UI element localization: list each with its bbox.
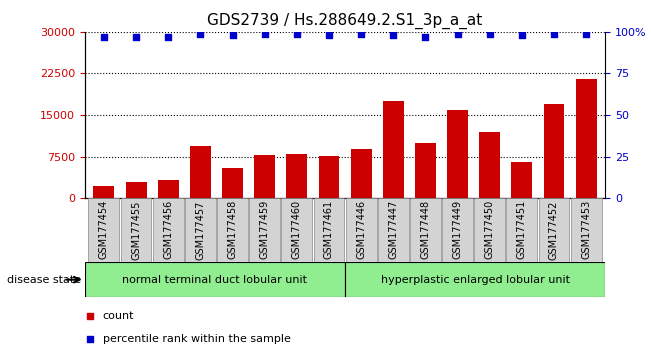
- Text: GSM177457: GSM177457: [195, 200, 205, 259]
- Text: GSM177449: GSM177449: [452, 200, 463, 259]
- Text: GSM177453: GSM177453: [581, 200, 591, 259]
- Text: GSM177450: GSM177450: [485, 200, 495, 259]
- Text: GSM177447: GSM177447: [388, 200, 398, 259]
- Text: GSM177454: GSM177454: [99, 200, 109, 259]
- Point: [387, 11, 398, 17]
- Bar: [447, 109, 468, 198]
- Text: GSM177461: GSM177461: [324, 200, 334, 259]
- FancyBboxPatch shape: [410, 198, 441, 262]
- Text: GSM177446: GSM177446: [356, 200, 366, 259]
- Point: [99, 34, 109, 40]
- FancyBboxPatch shape: [281, 198, 312, 262]
- FancyBboxPatch shape: [185, 198, 215, 262]
- FancyBboxPatch shape: [153, 198, 184, 262]
- FancyBboxPatch shape: [346, 198, 376, 262]
- Point: [420, 34, 430, 40]
- Text: GSM177455: GSM177455: [131, 200, 141, 259]
- Text: count: count: [103, 311, 134, 321]
- FancyBboxPatch shape: [314, 198, 344, 262]
- Point: [131, 34, 141, 40]
- FancyBboxPatch shape: [571, 198, 602, 262]
- Title: GDS2739 / Hs.288649.2.S1_3p_a_at: GDS2739 / Hs.288649.2.S1_3p_a_at: [208, 13, 482, 29]
- Bar: [351, 149, 372, 198]
- FancyBboxPatch shape: [120, 198, 152, 262]
- Text: GSM177448: GSM177448: [421, 200, 430, 259]
- Point: [260, 31, 270, 36]
- Bar: [544, 104, 564, 198]
- Text: GSM177456: GSM177456: [163, 200, 173, 259]
- Point: [227, 32, 238, 38]
- FancyBboxPatch shape: [475, 198, 505, 262]
- FancyBboxPatch shape: [506, 198, 537, 262]
- FancyBboxPatch shape: [442, 198, 473, 262]
- Point: [388, 32, 398, 38]
- Text: hyperplastic enlarged lobular unit: hyperplastic enlarged lobular unit: [381, 275, 570, 285]
- Bar: [575, 79, 596, 198]
- Bar: [222, 168, 243, 198]
- Bar: [415, 143, 436, 198]
- Point: [452, 31, 463, 36]
- Text: GSM177458: GSM177458: [227, 200, 238, 259]
- Text: normal terminal duct lobular unit: normal terminal duct lobular unit: [122, 275, 307, 285]
- FancyBboxPatch shape: [345, 262, 605, 297]
- Point: [581, 31, 591, 36]
- Bar: [94, 186, 115, 198]
- Bar: [512, 162, 533, 198]
- FancyBboxPatch shape: [378, 198, 409, 262]
- Text: disease state: disease state: [7, 275, 81, 285]
- Bar: [286, 154, 307, 198]
- FancyBboxPatch shape: [89, 198, 119, 262]
- Text: GSM177451: GSM177451: [517, 200, 527, 259]
- Point: [292, 31, 302, 36]
- FancyBboxPatch shape: [538, 198, 570, 262]
- Bar: [126, 182, 146, 198]
- Text: GSM177452: GSM177452: [549, 200, 559, 259]
- Text: percentile rank within the sample: percentile rank within the sample: [103, 334, 291, 344]
- Bar: [479, 132, 500, 198]
- Text: GSM177459: GSM177459: [260, 200, 270, 259]
- Point: [324, 32, 334, 38]
- Point: [356, 31, 367, 36]
- FancyBboxPatch shape: [217, 198, 248, 262]
- FancyBboxPatch shape: [85, 262, 345, 297]
- Bar: [254, 155, 275, 198]
- Bar: [318, 156, 339, 198]
- Point: [387, 220, 398, 226]
- Point: [195, 31, 206, 36]
- FancyBboxPatch shape: [249, 198, 280, 262]
- Bar: [383, 101, 404, 198]
- Text: GSM177460: GSM177460: [292, 200, 302, 259]
- Bar: [190, 145, 211, 198]
- Point: [517, 32, 527, 38]
- Bar: [158, 181, 178, 198]
- Point: [163, 34, 173, 40]
- Point: [484, 31, 495, 36]
- Point: [549, 31, 559, 36]
